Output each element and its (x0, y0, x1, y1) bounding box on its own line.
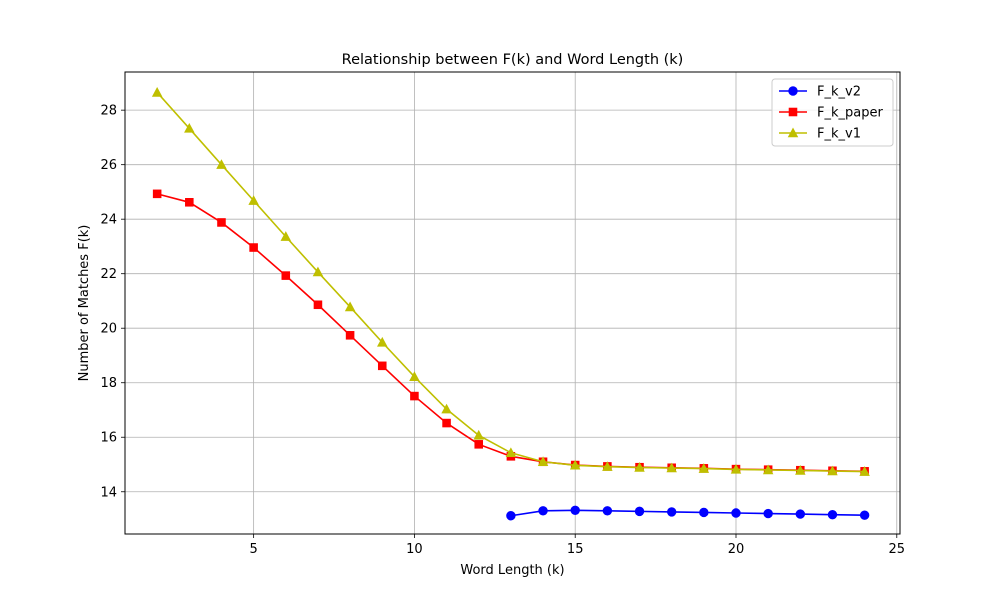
data-point (377, 361, 387, 371)
data-point (731, 508, 741, 518)
data-point (634, 506, 645, 517)
y-tick-label: 28 (100, 104, 117, 119)
series-F_k_v1 (151, 86, 870, 476)
data-point (698, 463, 710, 473)
data-point (441, 403, 452, 414)
axes-frame (124, 71, 901, 535)
data-point (602, 506, 613, 516)
grid (125, 72, 900, 534)
data-point (248, 195, 259, 205)
legend-entry: F_k_paper (779, 106, 883, 121)
data-point (344, 301, 356, 312)
data-point (570, 505, 580, 515)
legend: F_k_v2 F_k_paper F_k_v1 (771, 78, 894, 147)
y-tick-label: 24 (100, 213, 117, 228)
series-F_k_v2 (506, 505, 870, 521)
data-point (410, 391, 419, 401)
data-point (666, 462, 677, 473)
y-tick-label: 20 (100, 322, 117, 337)
legend-label: F_k_v2 (817, 85, 861, 100)
chart-title: Relationship between F(k) and Word Lengt… (342, 52, 684, 68)
x-tick-label: 15 (567, 542, 584, 557)
x-tick-label: 25 (889, 542, 906, 557)
x-tick-label: 5 (249, 542, 257, 557)
y-tick-label: 14 (100, 485, 117, 500)
data-point (795, 509, 806, 519)
data-point (216, 159, 227, 169)
data-point (151, 86, 163, 97)
data-point (249, 243, 258, 252)
data-point (569, 459, 581, 470)
data-point (537, 456, 549, 467)
legend-marker (788, 107, 798, 117)
x-axis-label: Word Length (k) (460, 563, 564, 578)
legend-entry: F_k_v1 (779, 127, 861, 142)
series-layer (151, 86, 870, 521)
data-point (474, 440, 484, 449)
data-point (505, 447, 517, 458)
legend-label: F_k_paper (817, 106, 883, 121)
data-point (152, 189, 162, 199)
data-point (184, 122, 195, 133)
legend-entries: F_k_v2 F_k_paper F_k_v1 (779, 85, 883, 142)
y-axis-ticks: 14 16 18 20 22 24 26 28 (100, 104, 125, 500)
data-point (312, 266, 324, 277)
data-point (345, 331, 355, 340)
data-point (538, 506, 548, 516)
series-line (510, 509, 865, 517)
data-point (409, 371, 420, 381)
data-point (699, 507, 709, 518)
legend-label: F_k_v1 (817, 127, 861, 142)
data-point (506, 511, 516, 521)
data-point (762, 464, 774, 475)
data-point (859, 466, 870, 476)
legend-marker (787, 127, 799, 138)
data-point (666, 507, 677, 517)
data-point (795, 465, 806, 475)
legend-box (771, 78, 894, 147)
x-axis-ticks: 5 10 15 20 25 (249, 534, 905, 557)
data-point (602, 461, 613, 471)
data-point (377, 336, 388, 347)
data-point (281, 271, 291, 280)
legend-marker (788, 86, 798, 96)
data-point (763, 508, 773, 519)
x-tick-label: 20 (728, 542, 745, 557)
y-tick-label: 16 (100, 431, 117, 446)
data-point (185, 198, 194, 207)
data-point (634, 462, 645, 472)
data-point (827, 465, 838, 476)
y-tick-label: 26 (100, 158, 117, 173)
data-point (217, 218, 226, 227)
data-point (280, 231, 292, 241)
y-tick-label: 18 (100, 376, 117, 391)
x-tick-label: 10 (406, 542, 423, 557)
data-point (442, 418, 451, 428)
data-point (730, 463, 742, 474)
data-point (827, 509, 838, 520)
y-tick-label: 22 (100, 267, 117, 282)
data-point (313, 300, 323, 310)
data-point (859, 510, 870, 520)
y-axis-label: Number of Matches F(k) (77, 225, 92, 382)
legend-entry: F_k_v2 (779, 85, 861, 100)
data-point (473, 429, 484, 440)
